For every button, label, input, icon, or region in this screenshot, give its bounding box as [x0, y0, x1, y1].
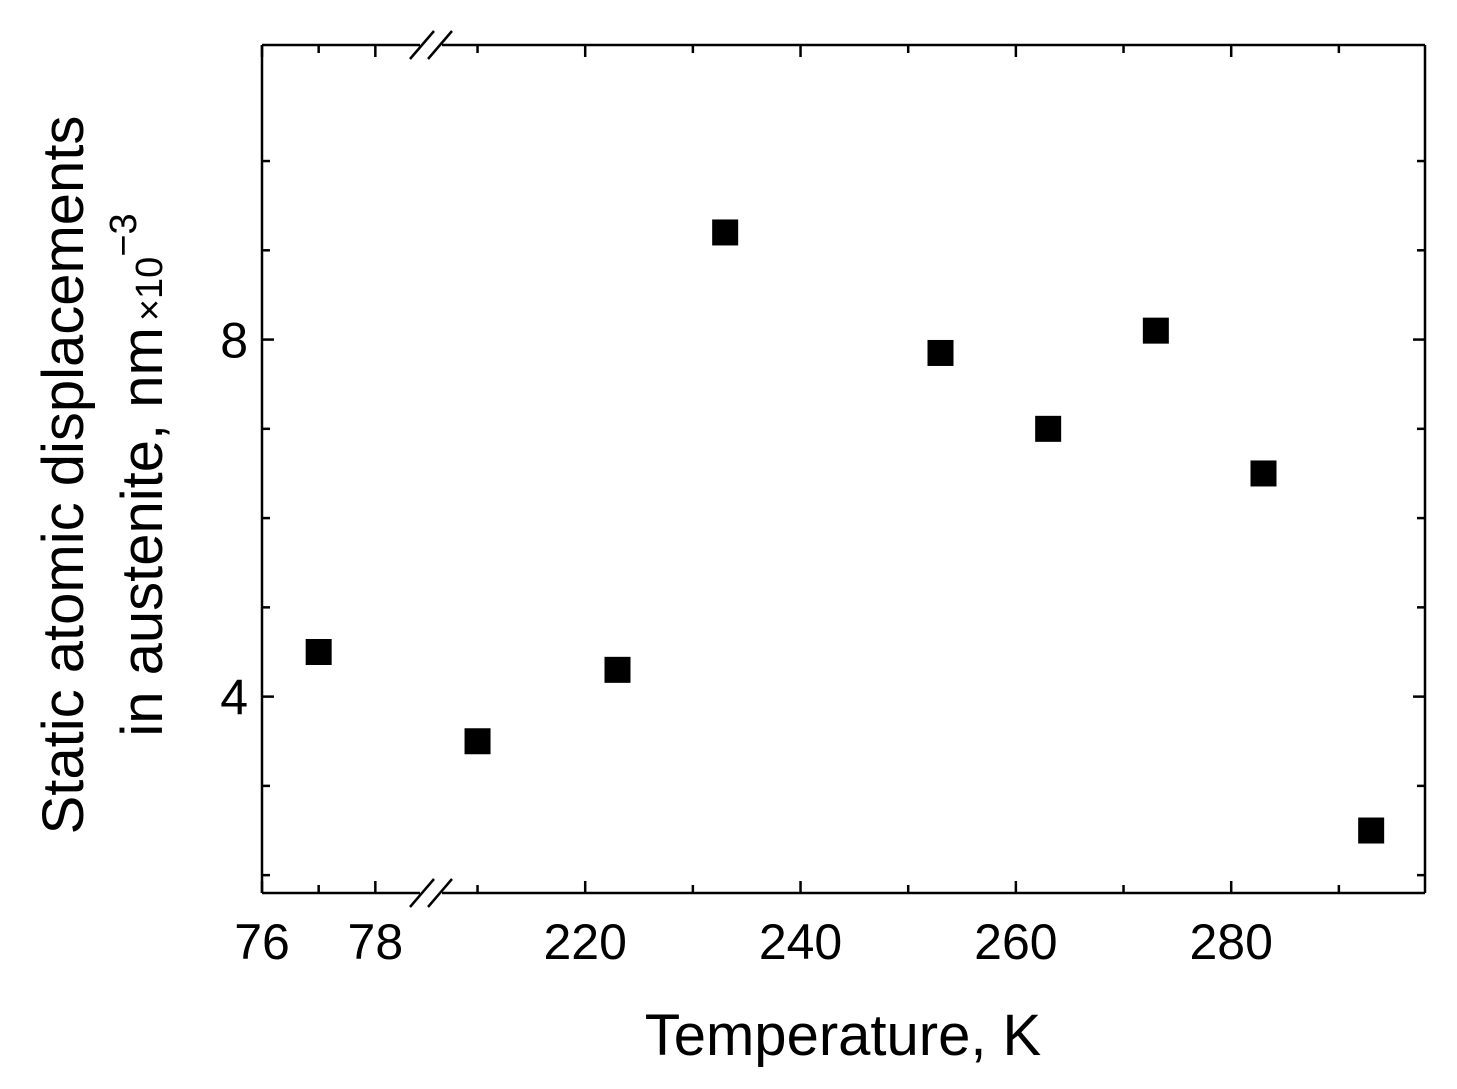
axis-ticks — [260, 45, 1425, 893]
y-tick-label: 8 — [220, 313, 248, 369]
x-tick-label: 76 — [234, 914, 290, 970]
y-axis-title-line1: Static atomic displacements — [31, 116, 96, 835]
data-point — [1142, 317, 1169, 344]
data-point — [1358, 817, 1385, 844]
y-axis-title-line2-text: in austenite, nm — [110, 327, 175, 736]
x-axis-title: Temperature, K — [645, 1003, 1042, 1068]
tick-labels: 4 8 76 78 220 240 260 280 — [220, 313, 1273, 970]
x-tick-label: 280 — [1189, 914, 1272, 970]
data-point — [305, 638, 332, 665]
plot-frame — [260, 43, 1427, 895]
data-point — [1035, 415, 1062, 442]
y-axis-title: Static atomic displacements — [31, 116, 96, 835]
axis-break-slash — [409, 878, 435, 908]
x-tick-label: 240 — [759, 914, 842, 970]
x-tick-label: 78 — [348, 914, 404, 970]
data-point — [604, 656, 631, 683]
y-axis-title-line2: in austenite, nm ×10−3 — [103, 213, 175, 736]
y-tick-label: 4 — [220, 670, 248, 726]
axis-break-slash — [427, 878, 453, 908]
axis-break-marks — [409, 30, 453, 908]
x-tick-label: 260 — [974, 914, 1057, 970]
data-point — [927, 339, 954, 366]
data-point — [712, 219, 739, 246]
data-point — [464, 728, 491, 755]
axis-break-slash — [427, 30, 453, 60]
y-axis-unit-multiplier: ×10 — [129, 257, 171, 321]
data-point — [1250, 460, 1277, 487]
y-axis-unit-exponent: −3 — [103, 213, 145, 256]
data-points — [305, 219, 1385, 844]
axis-break-slash — [409, 30, 435, 60]
y-axis-title-2: in austenite, nm ×10−3 — [103, 213, 175, 736]
x-tick-label: 220 — [543, 914, 626, 970]
